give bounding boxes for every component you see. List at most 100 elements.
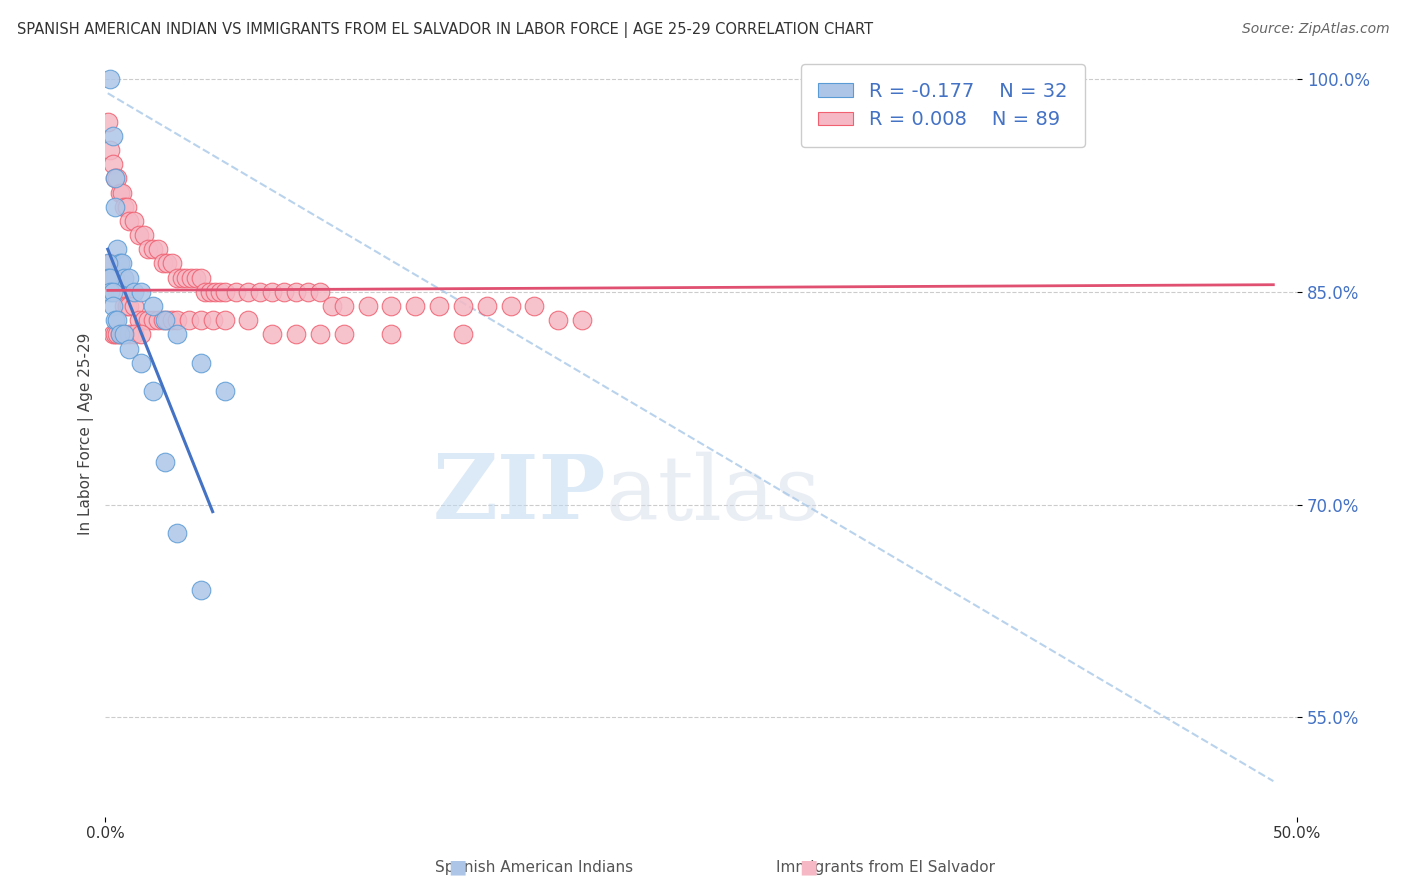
Point <box>108 327 131 342</box>
Point <box>262 327 284 342</box>
Point <box>142 299 165 313</box>
Point <box>177 313 200 327</box>
Point <box>238 313 260 327</box>
Point <box>101 285 124 299</box>
Text: SPANISH AMERICAN INDIAN VS IMMIGRANTS FROM EL SALVADOR IN LABOR FORCE | AGE 25-2: SPANISH AMERICAN INDIAN VS IMMIGRANTS FR… <box>17 22 873 38</box>
Point <box>111 256 134 270</box>
Point <box>128 228 150 243</box>
Point <box>101 270 124 285</box>
Point <box>309 285 332 299</box>
Point <box>146 313 169 327</box>
Point <box>142 313 165 327</box>
Point <box>427 299 450 313</box>
Point <box>225 285 247 299</box>
Point <box>356 299 378 313</box>
Text: atlas: atlas <box>606 451 821 539</box>
Point <box>152 313 174 327</box>
Text: Source: ZipAtlas.com: Source: ZipAtlas.com <box>1241 22 1389 37</box>
Point <box>190 270 212 285</box>
Point <box>115 200 138 214</box>
Point <box>156 313 179 327</box>
Point <box>105 285 128 299</box>
Point <box>180 270 202 285</box>
Point <box>98 285 121 299</box>
Point <box>201 313 224 327</box>
Text: ZIP: ZIP <box>433 451 606 539</box>
Point <box>104 327 127 342</box>
Text: ■: ■ <box>799 857 818 876</box>
Point <box>98 256 121 270</box>
Point <box>118 214 141 228</box>
Point <box>98 143 121 157</box>
Point <box>156 256 179 270</box>
Point <box>128 313 150 327</box>
Point <box>122 327 145 342</box>
Point <box>104 171 127 186</box>
Point <box>142 242 165 256</box>
Point <box>190 313 212 327</box>
Point <box>129 285 152 299</box>
Point <box>101 157 124 171</box>
Point <box>451 327 474 342</box>
Point <box>98 72 121 87</box>
Point <box>132 228 155 243</box>
Point <box>190 582 212 597</box>
Point <box>111 186 134 200</box>
Point <box>262 285 284 299</box>
Point <box>571 313 593 327</box>
Point <box>98 270 121 285</box>
Point <box>114 327 136 342</box>
Point <box>118 327 141 342</box>
Point <box>285 327 308 342</box>
Point <box>101 299 124 313</box>
Point <box>238 285 260 299</box>
Point <box>129 327 152 342</box>
Point <box>166 525 188 540</box>
Point <box>380 327 402 342</box>
Point <box>194 285 217 299</box>
Point <box>184 270 207 285</box>
Point <box>111 285 134 299</box>
Point <box>309 327 332 342</box>
Point <box>146 242 169 256</box>
Point <box>97 256 120 270</box>
Point <box>273 285 295 299</box>
Point <box>104 270 127 285</box>
Point <box>114 200 136 214</box>
Text: Spanish American Indians: Spanish American Indians <box>436 861 633 875</box>
Point <box>108 186 131 200</box>
Point <box>321 299 343 313</box>
Point <box>97 270 120 285</box>
Point <box>153 313 176 327</box>
Point <box>97 114 120 128</box>
Point <box>214 313 236 327</box>
Point <box>136 313 159 327</box>
Point <box>297 285 319 299</box>
Point <box>105 327 128 342</box>
Point <box>451 299 474 313</box>
Legend: R = -0.177    N = 32, R = 0.008    N = 89: R = -0.177 N = 32, R = 0.008 N = 89 <box>801 64 1085 147</box>
Point <box>122 214 145 228</box>
Point <box>105 171 128 186</box>
Point <box>132 313 155 327</box>
Point <box>101 128 124 143</box>
Point <box>204 285 226 299</box>
Point <box>200 285 222 299</box>
Point <box>475 299 498 313</box>
Point <box>104 200 127 214</box>
Point <box>214 384 236 398</box>
Point <box>101 327 124 342</box>
Point <box>170 270 193 285</box>
Text: ■: ■ <box>447 857 467 876</box>
Text: Immigrants from El Salvador: Immigrants from El Salvador <box>776 861 995 875</box>
Point <box>136 242 159 256</box>
Point <box>105 313 128 327</box>
Point <box>129 356 152 370</box>
Point <box>166 313 188 327</box>
Point <box>114 270 136 285</box>
Point <box>104 171 127 186</box>
Point <box>208 285 231 299</box>
Point <box>105 242 128 256</box>
Point <box>160 313 183 327</box>
Point <box>499 299 522 313</box>
